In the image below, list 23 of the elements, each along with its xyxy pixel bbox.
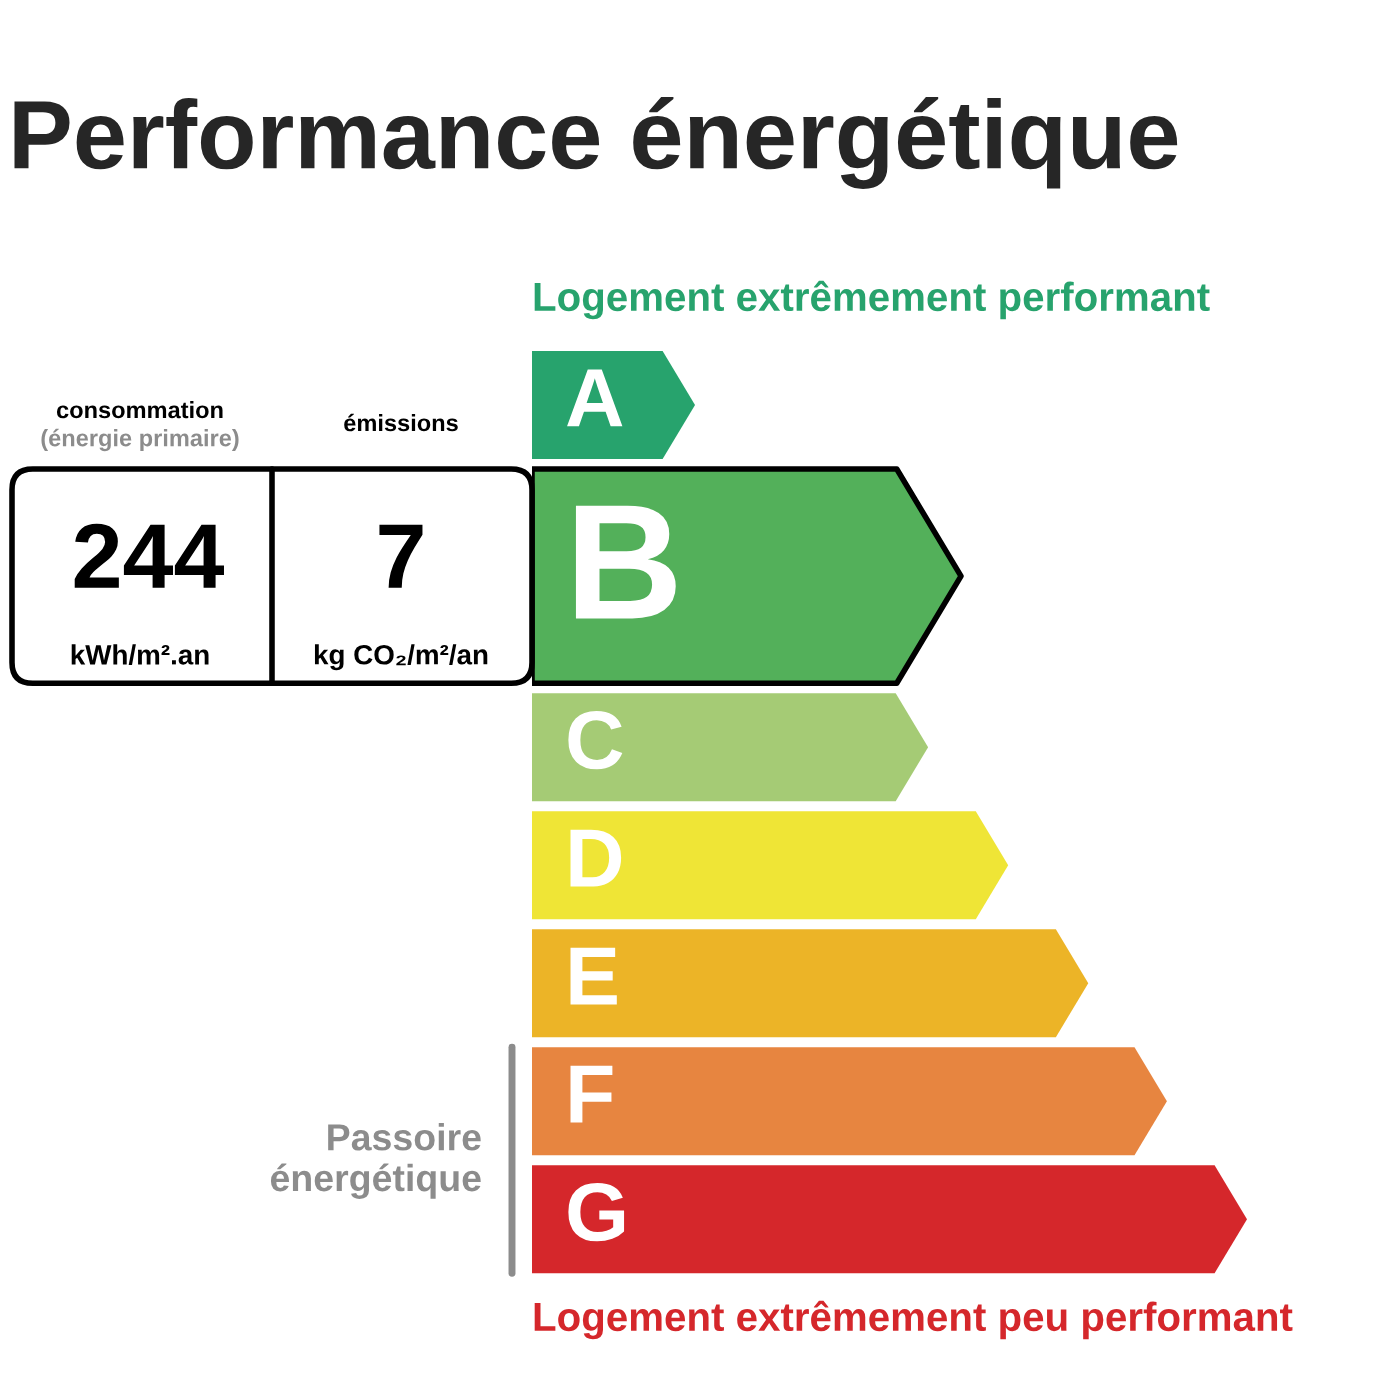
y-tick-label: A: [567, 369, 623, 427]
text: émissions: [344, 413, 458, 432]
text: kg CO₂/m²/an: [314, 644, 488, 671]
text: Passoire énergétique: [270, 1123, 481, 1199]
y-tick-label: B: [575, 505, 676, 619]
bar: [532, 929, 1089, 1038]
bar: [532, 693, 929, 802]
chart-title: Performance énergétique: [14, 97, 1178, 189]
text: kWh/m².an: [71, 644, 209, 665]
bar: [532, 811, 1009, 920]
bar: [532, 1047, 1167, 1156]
y-tick-label: F: [570, 1065, 613, 1123]
y-tick-label: C: [568, 710, 623, 770]
text: Logement extrêmement performant: [534, 280, 1210, 320]
text: 244: [74, 523, 224, 588]
text: 7: [379, 524, 423, 588]
y-tick-label: E: [570, 947, 617, 1005]
y-tick-label: G: [568, 1182, 625, 1242]
y-tick-label: D: [570, 829, 622, 887]
bar: [532, 1165, 1247, 1274]
text: Logement extrêmement peu performant: [534, 1300, 1293, 1340]
text: consommation: [56, 400, 223, 419]
text: (énergie primaire): [41, 428, 239, 452]
